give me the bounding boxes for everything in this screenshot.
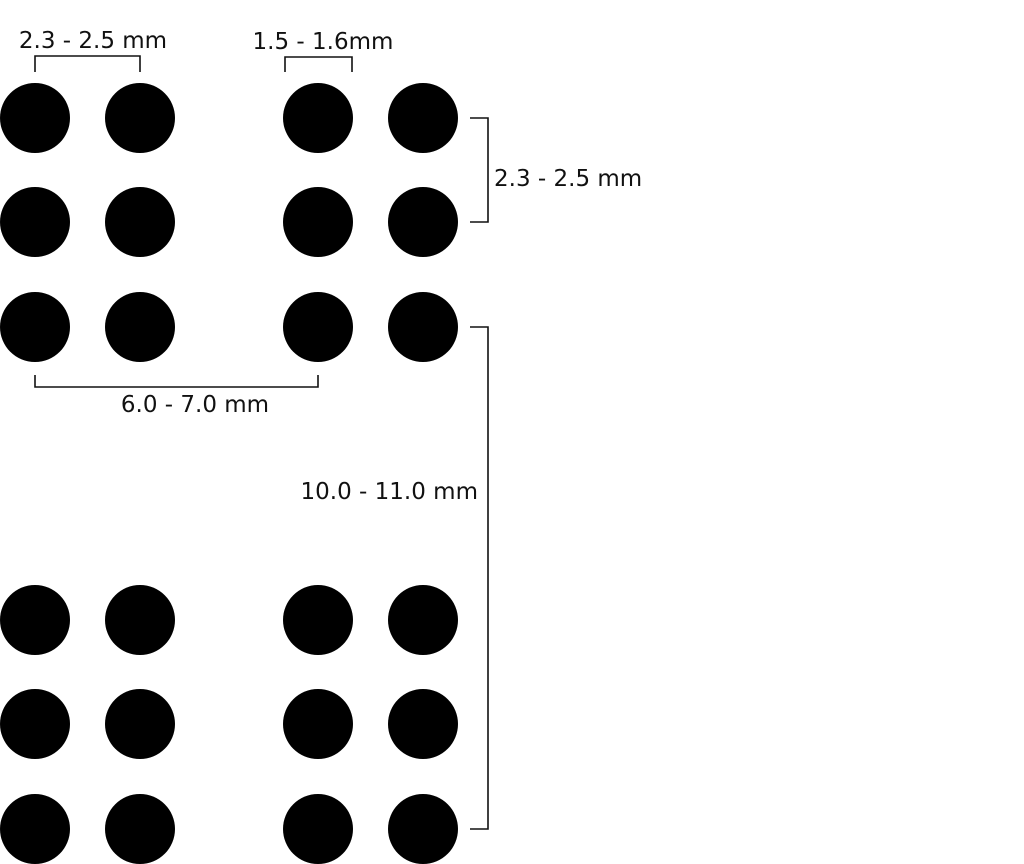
braille-dot <box>388 585 458 655</box>
braille-dot <box>105 794 175 864</box>
braille-dot <box>283 794 353 864</box>
braille-dot <box>283 689 353 759</box>
braille-dot <box>105 689 175 759</box>
label-dot-spacing-vertical: 2.3 - 2.5 mm <box>494 166 642 192</box>
braille-dot <box>0 292 70 362</box>
braille-dot <box>105 292 175 362</box>
braille-dot <box>388 292 458 362</box>
bracket-dot-spacing-vertical <box>470 117 489 223</box>
braille-cell-top-left <box>0 83 175 362</box>
braille-dot <box>105 585 175 655</box>
braille-dot <box>0 187 70 257</box>
braille-dot <box>283 187 353 257</box>
braille-dot <box>283 83 353 153</box>
braille-cell-top-right <box>283 83 458 362</box>
bracket-cell-spacing <box>34 375 319 388</box>
label-cell-spacing: 6.0 - 7.0 mm <box>121 392 269 418</box>
bracket-dot-diameter <box>284 56 353 72</box>
braille-dot <box>0 585 70 655</box>
label-dot-spacing-horizontal: 2.3 - 2.5 mm <box>19 28 167 54</box>
braille-dot <box>388 187 458 257</box>
braille-dot <box>105 187 175 257</box>
braille-dot <box>0 794 70 864</box>
bracket-line-spacing <box>470 326 489 830</box>
braille-dot <box>388 689 458 759</box>
label-dot-diameter: 1.5 - 1.6mm <box>253 29 394 55</box>
braille-dot <box>388 83 458 153</box>
braille-dot <box>105 83 175 153</box>
braille-dot <box>283 585 353 655</box>
bracket-dot-spacing-horizontal <box>34 55 141 72</box>
braille-cell-bottom-left <box>0 585 175 864</box>
braille-cell-bottom-right <box>283 585 458 864</box>
braille-dot <box>0 83 70 153</box>
braille-dot <box>283 292 353 362</box>
braille-dot <box>0 689 70 759</box>
braille-dot <box>388 794 458 864</box>
label-line-spacing: 10.0 - 11.0 mm <box>301 479 478 505</box>
